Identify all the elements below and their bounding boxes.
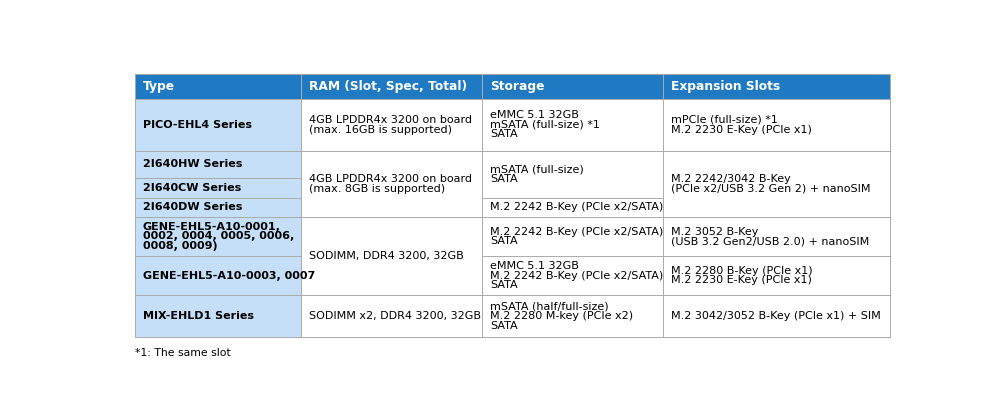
- Text: M.2 2242 B-Key (PCIe x2/SATA): M.2 2242 B-Key (PCIe x2/SATA): [490, 271, 663, 281]
- Text: SATA: SATA: [490, 129, 518, 139]
- Bar: [301, 99, 482, 150]
- Text: SATA: SATA: [490, 174, 518, 184]
- Bar: [301, 150, 482, 217]
- Text: M.2 2230 E-Key (PCIe x1): M.2 2230 E-Key (PCIe x1): [671, 125, 812, 135]
- Text: Storage: Storage: [490, 80, 545, 93]
- Text: eMMC 5.1 32GB: eMMC 5.1 32GB: [490, 110, 579, 120]
- Text: (PCIe x2/USB 3.2 Gen 2) + nanoSIM: (PCIe x2/USB 3.2 Gen 2) + nanoSIM: [671, 183, 871, 193]
- Text: 2I640DW Series: 2I640DW Series: [143, 202, 242, 212]
- Bar: [135, 150, 301, 178]
- Text: *1: The same slot: *1: The same slot: [135, 348, 231, 358]
- Bar: [135, 74, 301, 99]
- Text: M.2 2280 M-key (PCIe x2): M.2 2280 M-key (PCIe x2): [490, 311, 633, 321]
- Bar: [482, 217, 663, 256]
- Bar: [135, 99, 301, 150]
- Text: 2I640HW Series: 2I640HW Series: [143, 159, 242, 169]
- Text: 0008, 0009): 0008, 0009): [143, 241, 217, 251]
- Bar: [663, 217, 890, 256]
- Text: MIX-EHLD1 Series: MIX-EHLD1 Series: [143, 311, 254, 321]
- Bar: [301, 217, 482, 295]
- Text: M.2 3052 B-Key: M.2 3052 B-Key: [671, 227, 759, 237]
- Text: 0002, 0004, 0005, 0006,: 0002, 0004, 0005, 0006,: [143, 232, 294, 242]
- Text: 4GB LPDDR4x 3200 on board: 4GB LPDDR4x 3200 on board: [309, 174, 472, 184]
- Text: mSATA (full-size) *1: mSATA (full-size) *1: [490, 120, 600, 130]
- Text: M.2 2242 B-Key (PCIe x2/SATA): M.2 2242 B-Key (PCIe x2/SATA): [490, 202, 663, 212]
- Text: RAM (Slot, Spec, Total): RAM (Slot, Spec, Total): [309, 80, 467, 93]
- Text: (max. 8GB is supported): (max. 8GB is supported): [309, 183, 445, 193]
- Bar: [663, 99, 890, 150]
- Text: 4GB LPDDR4x 3200 on board: 4GB LPDDR4x 3200 on board: [309, 115, 472, 125]
- Bar: [482, 295, 663, 338]
- Text: M.2 2230 E-Key (PCIe x1): M.2 2230 E-Key (PCIe x1): [671, 275, 812, 285]
- Text: (USB 3.2 Gen2/USB 2.0) + nanoSIM: (USB 3.2 Gen2/USB 2.0) + nanoSIM: [671, 236, 869, 246]
- Bar: [482, 99, 663, 150]
- Text: (max. 16GB is supported): (max. 16GB is supported): [309, 125, 452, 135]
- Bar: [135, 217, 301, 256]
- Text: M.2 2242/3042 B-Key: M.2 2242/3042 B-Key: [671, 174, 791, 184]
- Text: SATA: SATA: [490, 280, 518, 290]
- Text: SODIMM, DDR4 3200, 32GB: SODIMM, DDR4 3200, 32GB: [309, 251, 464, 261]
- Text: GENE-EHL5-A10-0003, 0007: GENE-EHL5-A10-0003, 0007: [143, 271, 315, 281]
- Text: M.2 2280 B-Key (PCIe x1): M.2 2280 B-Key (PCIe x1): [671, 266, 813, 276]
- Text: SODIMM x2, DDR4 3200, 32GB: SODIMM x2, DDR4 3200, 32GB: [309, 311, 481, 321]
- Bar: [135, 178, 301, 197]
- Text: GENE-EHL5-A10-0001,: GENE-EHL5-A10-0001,: [143, 222, 281, 232]
- Bar: [663, 295, 890, 338]
- Text: Type: Type: [143, 80, 175, 93]
- Text: SATA: SATA: [490, 321, 518, 331]
- Bar: [482, 150, 663, 197]
- Text: Expansion Slots: Expansion Slots: [671, 80, 780, 93]
- Text: PICO-EHL4 Series: PICO-EHL4 Series: [143, 120, 252, 130]
- Text: SATA: SATA: [490, 236, 518, 246]
- Bar: [135, 295, 301, 338]
- Text: mPCIe (full-size) *1: mPCIe (full-size) *1: [671, 115, 778, 125]
- Text: M.2 2242 B-Key (PCIe x2/SATA): M.2 2242 B-Key (PCIe x2/SATA): [490, 227, 663, 237]
- Text: M.2 3042/3052 B-Key (PCIe x1) + SIM: M.2 3042/3052 B-Key (PCIe x1) + SIM: [671, 311, 881, 321]
- Bar: [135, 197, 301, 217]
- Bar: [301, 74, 482, 99]
- Text: mSATA (full-size): mSATA (full-size): [490, 164, 584, 174]
- Bar: [301, 295, 482, 338]
- Bar: [663, 150, 890, 217]
- Bar: [482, 256, 663, 295]
- Bar: [663, 74, 890, 99]
- Bar: [135, 256, 301, 295]
- Text: 2I640CW Series: 2I640CW Series: [143, 183, 241, 193]
- Bar: [482, 74, 663, 99]
- Bar: [663, 256, 890, 295]
- Text: eMMC 5.1 32GB: eMMC 5.1 32GB: [490, 261, 579, 271]
- Text: mSATA (half/full-size): mSATA (half/full-size): [490, 302, 609, 312]
- Bar: [482, 197, 663, 217]
